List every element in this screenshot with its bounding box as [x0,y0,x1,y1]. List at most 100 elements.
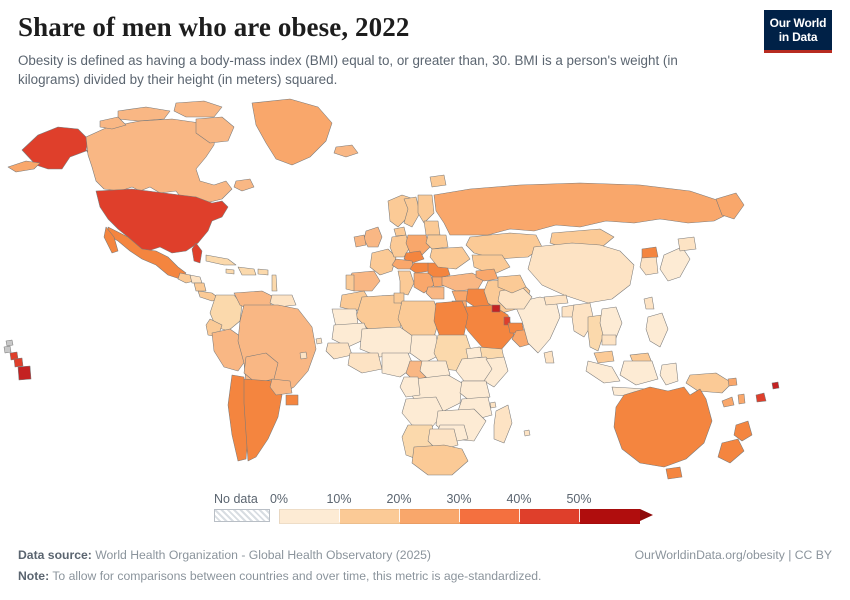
country-germany[interactable] [389,234,411,258]
country-ivory-coast-ghana[interactable] [347,352,383,374]
country-gabon-congo[interactable] [399,376,421,398]
country-small-island-atlantic[interactable] [299,351,308,360]
country-lesser-antilles[interactable] [271,274,278,292]
country-canada-arctic-3[interactable] [99,116,127,130]
country-solomon-islands[interactable] [727,377,738,387]
country-portugal[interactable] [345,274,355,292]
country-belarus[interactable] [425,234,449,250]
legend-bin-1[interactable] [340,509,400,524]
country-canada-baffin[interactable] [195,116,235,144]
country-sri-lanka[interactable] [543,350,555,364]
country-cambodia[interactable] [601,334,617,346]
country-finland[interactable] [417,194,435,224]
country-hispaniola[interactable] [237,266,257,276]
country-eritrea-djibouti[interactable] [465,346,483,360]
country-paraguay[interactable] [269,378,293,396]
country-australia[interactable] [613,386,713,468]
country-austria-switzerland[interactable] [391,258,415,270]
country-alaska[interactable] [21,126,89,170]
country-caucasus[interactable] [475,268,499,282]
country-new-zealand-south[interactable] [717,438,745,464]
legend-bin-0[interactable] [279,509,340,524]
country-cuba[interactable] [205,254,237,266]
country-kuwait[interactable] [491,304,501,313]
country-senegal-guinea[interactable] [325,342,353,360]
country-pacific-island-3[interactable] [13,357,24,368]
country-uzbekistan-turkmenistan[interactable] [471,254,511,276]
country-czechia[interactable] [403,250,425,264]
country-samoa[interactable] [771,381,780,390]
country-fiji[interactable] [755,392,767,403]
country-new-caledonia[interactable] [721,396,735,408]
country-pacific-island-1[interactable] [3,345,12,354]
country-somalia[interactable] [483,356,509,388]
country-vanuatu[interactable] [737,393,746,405]
country-svalbard[interactable] [429,174,447,188]
country-japan-hokkaido[interactable] [677,236,697,252]
country-ukraine[interactable] [429,246,471,270]
country-new-zealand-north[interactable] [733,420,753,442]
country-baltics[interactable] [423,220,441,236]
country-chad[interactable] [409,334,441,364]
country-canada-arctic-2[interactable] [173,100,223,118]
country-aleutians[interactable] [7,160,41,173]
country-greenland[interactable] [251,98,333,166]
country-russia[interactable] [433,182,731,236]
owid-logo[interactable]: Our World in Data [764,10,832,52]
country-hungary[interactable] [409,262,431,274]
country-sweden[interactable] [403,196,421,228]
country-philippines[interactable] [645,312,669,348]
legend-bin-4[interactable] [520,509,580,524]
country-nepal-bhutan[interactable] [543,294,569,306]
country-iceland[interactable] [333,144,359,158]
country-north-korea[interactable] [641,246,659,259]
country-papua-new-guinea[interactable] [685,372,733,394]
country-pacific-island-4[interactable] [17,365,32,381]
country-cape-verde[interactable] [315,337,323,345]
map-legend[interactable]: No data 0% 10% 20% 30% 40% 50% [0,492,850,536]
country-greece[interactable] [425,286,445,300]
country-pacific-island-5[interactable] [5,339,14,347]
country-ireland[interactable] [353,234,367,248]
country-taiwan[interactable] [643,296,655,310]
country-italy[interactable] [397,270,415,296]
country-jamaica[interactable] [225,268,235,275]
country-uruguay[interactable] [285,394,299,406]
country-honduras[interactable] [189,274,203,284]
legend-bin-2[interactable] [400,509,460,524]
country-indonesia-borneo[interactable] [619,360,659,386]
country-south-africa[interactable] [411,444,469,476]
country-indonesia-sulawesi[interactable] [659,362,679,386]
country-malaysia[interactable] [593,350,615,364]
country-france[interactable] [369,248,397,276]
country-egypt[interactable] [433,300,469,338]
country-mauritania[interactable] [331,322,371,348]
country-puerto-rico[interactable] [257,268,269,276]
country-denmark[interactable] [393,226,407,237]
country-mauritius[interactable] [523,429,531,437]
country-guyanas[interactable] [269,294,297,308]
country-russia-kamchatka[interactable] [715,192,745,220]
legend-bin-5[interactable] [580,509,640,524]
country-colombia[interactable] [209,294,243,332]
country-kazakhstan[interactable] [465,232,543,260]
country-united-states[interactable] [95,188,229,254]
world-choropleth-map[interactable] [0,95,850,485]
country-japan[interactable] [659,246,691,282]
country-canada-newfoundland[interactable] [233,178,255,192]
country-tasmania[interactable] [665,466,683,480]
country-china[interactable] [527,242,635,304]
country-comoros[interactable] [489,401,497,409]
owid-link[interactable]: OurWorldinData.org/obesity | CC BY [634,548,832,562]
country-madagascar[interactable] [493,404,513,444]
country-nicaragua[interactable] [193,282,207,292]
country-united-kingdom[interactable] [363,226,383,248]
legend-bin-3[interactable] [460,509,520,524]
country-indonesia-sumatra[interactable] [585,360,621,384]
country-baja[interactable] [103,226,119,254]
legend-no-data-swatch[interactable] [214,509,270,522]
country-canada-arctic-1[interactable] [117,106,171,122]
country-us-florida[interactable] [191,242,203,264]
legend-color-bins[interactable] [279,509,653,524]
map-svg[interactable] [0,95,850,485]
